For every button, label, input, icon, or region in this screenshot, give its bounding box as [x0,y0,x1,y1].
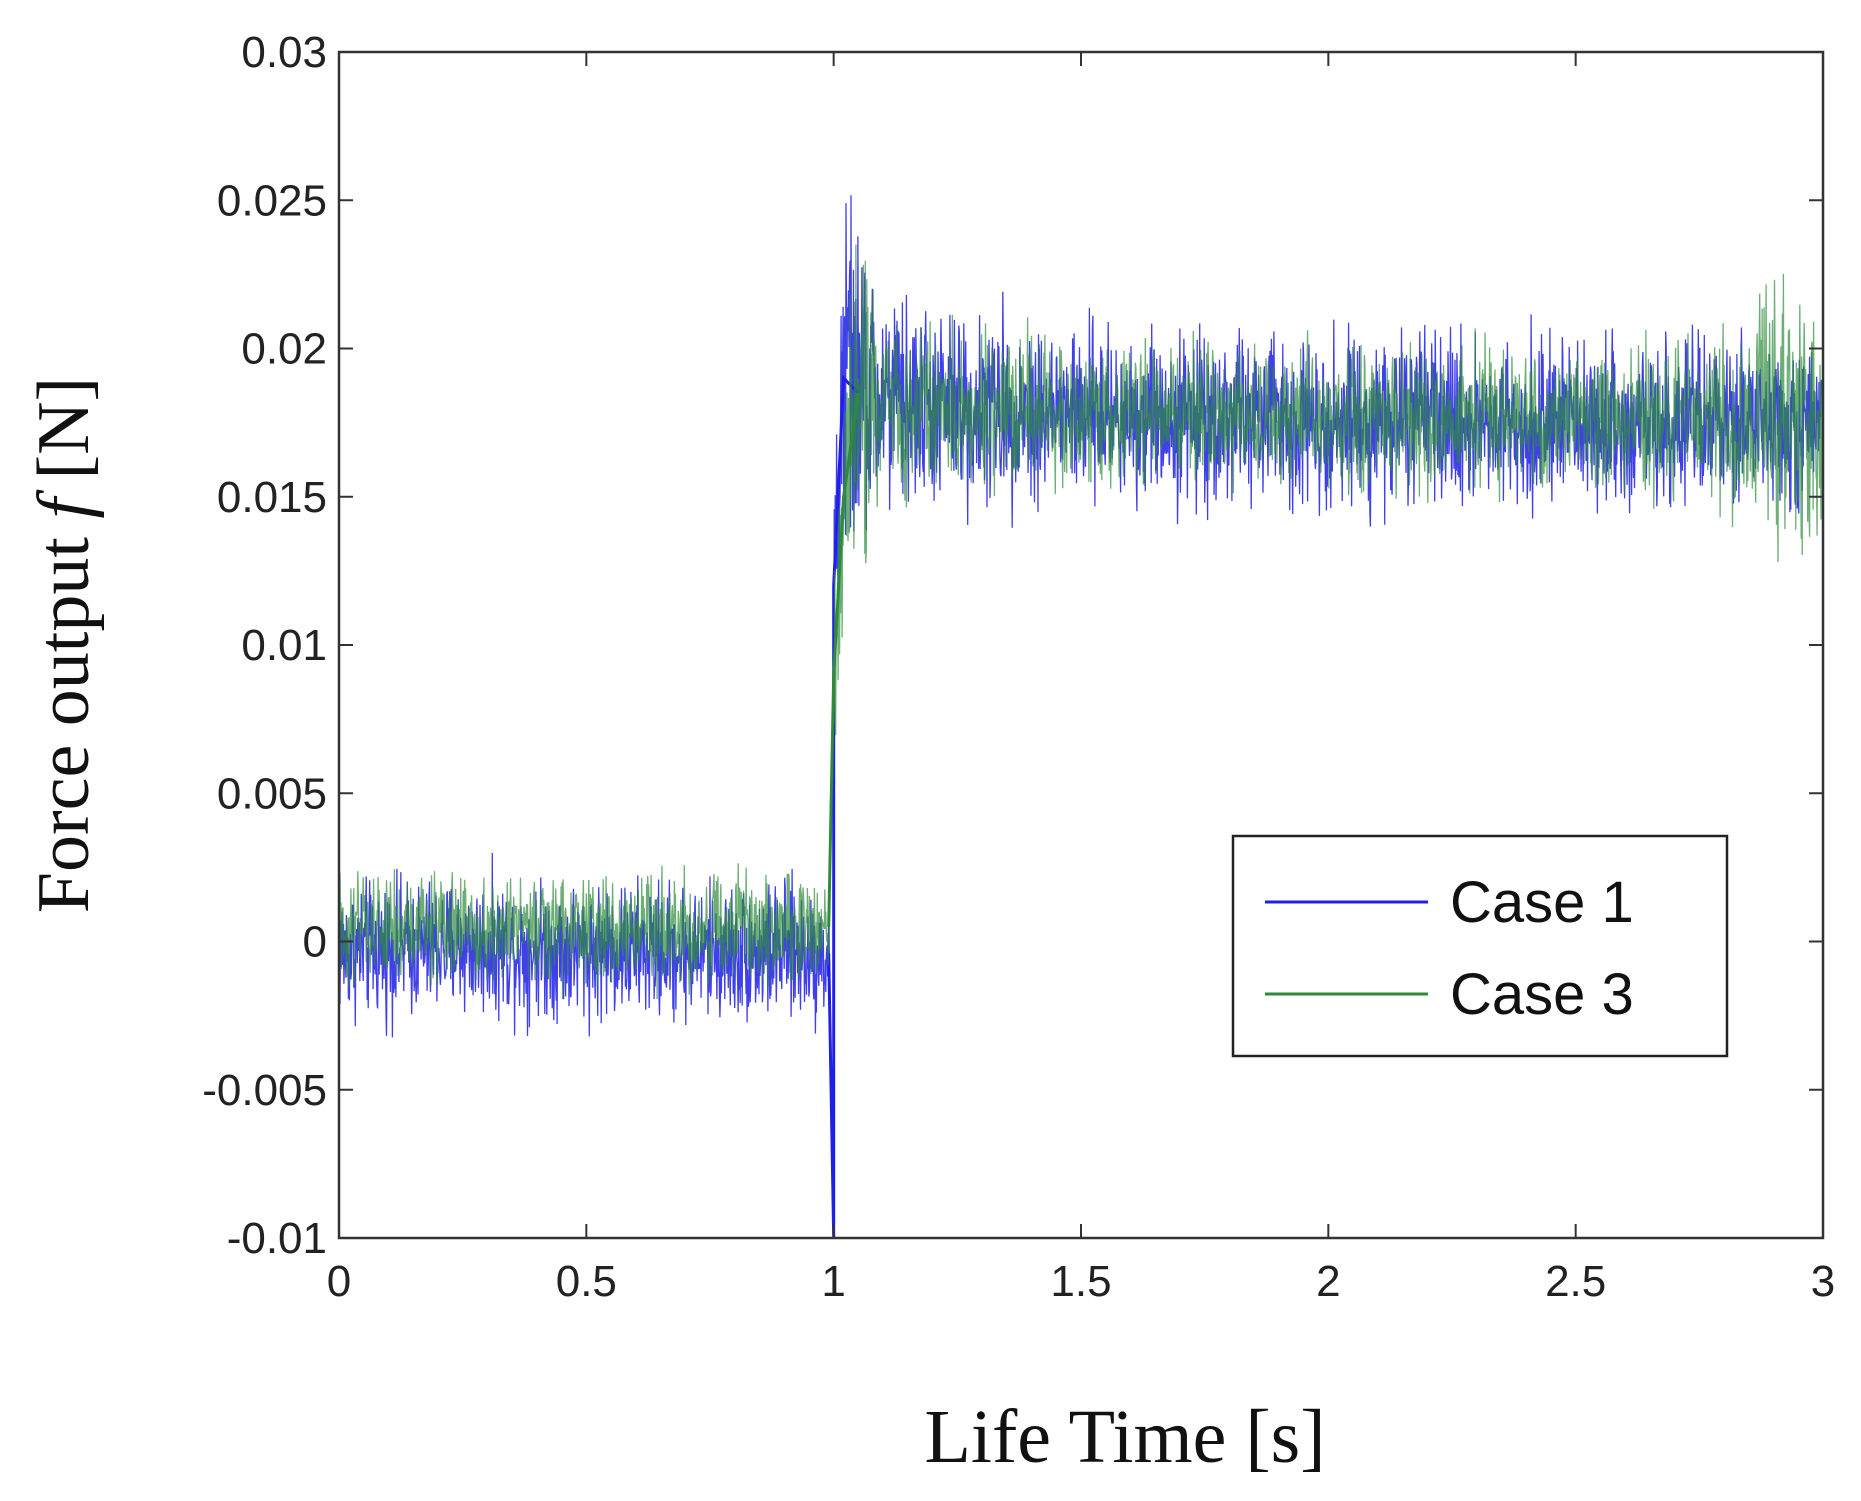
series-layer [338,195,1824,1239]
y-tick-label: -0.01 [227,1214,327,1263]
legend: Case 1 Case 3 [1231,834,1729,1058]
x-tick-label: 0 [327,1257,351,1306]
series-step-case-1 [827,374,860,1239]
y-axis-title: Force output f [N] [23,377,105,913]
y-tick-label: -0.005 [202,1066,327,1115]
y-tick-label: 0.02 [241,325,327,374]
x-tick-label: 2 [1316,1257,1340,1306]
ticks-layer: 0 0.5 1 1.5 2 2.5 3 -0.01 -0.005 0 0.005 0.01 0.015 0… [202,28,1835,1306]
y-tick-label: 0.025 [217,176,327,225]
x-tick-label: 3 [1811,1257,1835,1306]
plot-background [339,52,1823,1238]
x-tick-label: 1.5 [1050,1257,1111,1306]
series-step-case-3 [827,392,860,927]
y-tick-label: 0 [303,918,327,967]
legend-box [1231,834,1729,1058]
y-axis-title-prefix: Force output [23,519,105,914]
x-tick-label: 0.5 [556,1257,617,1306]
y-tick-label: 0.01 [241,621,327,670]
legend-label-case-3: Case 3 [1450,962,1634,1027]
x-axis-title: Life Time [s] [924,1395,1325,1479]
y-tick-label: 0.005 [217,769,327,818]
y-axis-title-unit: [N] [23,377,105,498]
x-tick-label: 1 [821,1257,845,1306]
series-line-case-3 [338,244,1824,1000]
legend-label-case-1: Case 1 [1450,870,1634,935]
y-tick-label: 0.015 [217,473,327,522]
y-tick-label: 0.03 [241,28,327,77]
x-tick-label: 2.5 [1545,1257,1606,1306]
